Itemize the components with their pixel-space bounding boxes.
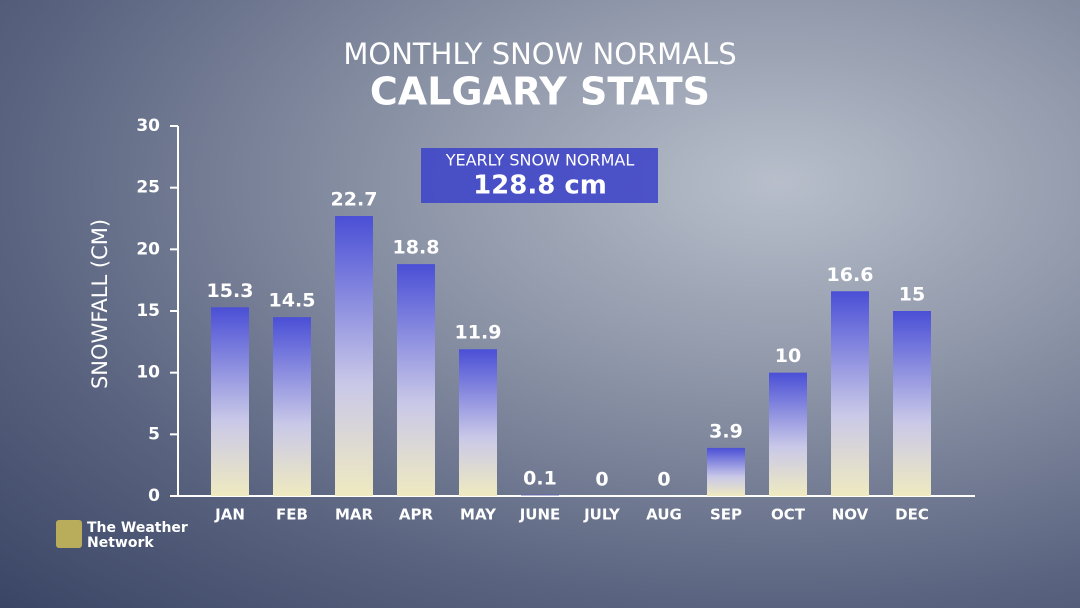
- bar: [893, 311, 931, 496]
- value-label: 18.8: [393, 237, 440, 259]
- logo-icon: [56, 520, 82, 548]
- bar: [273, 317, 311, 496]
- x-tick-label: AUG: [646, 506, 682, 524]
- y-tick-label: 25: [136, 178, 160, 198]
- annotation-value: 128.8 cm: [473, 171, 607, 201]
- bar: [211, 307, 249, 496]
- value-label: 22.7: [331, 189, 378, 211]
- y-tick-label: 5: [148, 424, 160, 444]
- value-label: 15: [899, 284, 925, 306]
- x-tick-label: DEC: [895, 506, 929, 524]
- x-tick-label: FEB: [276, 506, 308, 524]
- value-label: 0: [595, 469, 608, 491]
- annotation-box: [421, 148, 658, 203]
- bar: [831, 291, 869, 496]
- logo-text: Network: [87, 535, 154, 551]
- y-tick-label: 10: [136, 363, 160, 383]
- chart-title: MONTHLY SNOW NORMALS: [343, 37, 736, 71]
- value-label: 15.3: [207, 280, 254, 302]
- bar: [707, 447, 745, 496]
- logo-text: The Weather: [87, 520, 188, 536]
- y-tick-label: 0: [148, 486, 160, 506]
- value-label: 0: [657, 469, 670, 491]
- value-label: 10: [775, 345, 801, 367]
- x-tick-label: MAY: [460, 506, 497, 524]
- bar: [769, 372, 807, 496]
- x-tick-label: JAN: [214, 506, 245, 524]
- value-label: 14.5: [269, 290, 316, 312]
- value-label: 16.6: [827, 264, 874, 286]
- bar: [521, 494, 559, 496]
- y-tick-label: 30: [136, 116, 160, 136]
- x-tick-label: JUNE: [519, 506, 561, 524]
- value-label: 3.9: [709, 420, 743, 442]
- value-label: 0.1: [523, 467, 557, 489]
- x-tick-label: JULY: [583, 506, 621, 524]
- x-tick-label: OCT: [771, 506, 806, 524]
- annotation-label: YEARLY SNOW NORMAL: [445, 151, 635, 170]
- x-tick-label: NOV: [832, 506, 869, 524]
- y-axis-label: SNOWFALL (CM): [88, 219, 112, 389]
- chart-subtitle: CALGARY STATS: [370, 70, 710, 114]
- x-tick-label: APR: [399, 506, 434, 524]
- y-tick-label: 20: [136, 239, 160, 259]
- bar: [397, 264, 435, 496]
- x-tick-label: SEP: [710, 506, 742, 524]
- x-tick-label: MAR: [335, 506, 374, 524]
- y-tick-label: 15: [136, 301, 160, 321]
- value-label: 11.9: [455, 322, 502, 344]
- bar: [335, 216, 373, 497]
- bar: [459, 349, 497, 496]
